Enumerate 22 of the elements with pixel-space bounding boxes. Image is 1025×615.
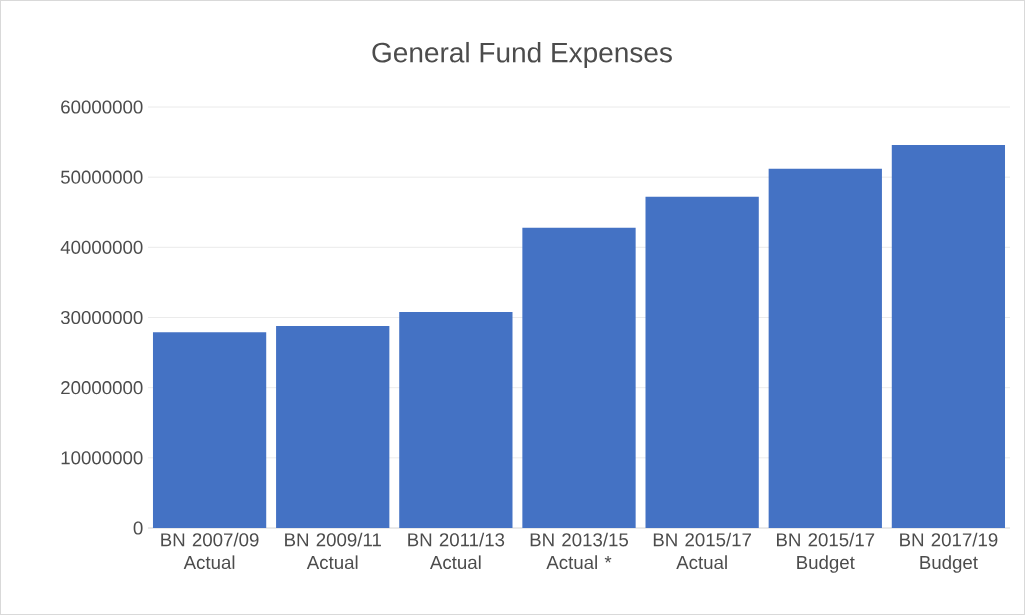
bar	[768, 168, 882, 528]
bar	[891, 144, 1006, 528]
x-tick-label: BN 2009/11 Actual	[285, 532, 381, 570]
y-tick-label: 30000000	[60, 310, 143, 325]
chart-title: General Fund Expenses	[372, 41, 672, 69]
y-tick-label: 0	[133, 521, 143, 535]
x-tick-label: BN 2015/17 Budget	[777, 532, 875, 573]
y-tick-label: 60000000	[61, 100, 143, 114]
x-tick-label: BN 2011/13 Actual	[408, 532, 505, 570]
x-tick-label: BN 2013/15 Actual *	[530, 532, 629, 570]
y-tick-label: 20000000	[61, 381, 143, 395]
y-tick-label: 50000000	[60, 170, 143, 184]
x-tick-label: BN 2015/17 Actual	[653, 532, 752, 570]
y-tick-label: 10000000	[61, 451, 143, 465]
y-tick-label: 40000000	[60, 240, 143, 254]
bar	[645, 196, 759, 528]
bar	[399, 311, 513, 528]
x-tick-label: BN 2007/09 Actual	[161, 532, 259, 570]
bar	[522, 227, 636, 528]
bar	[276, 325, 390, 528]
bar	[152, 332, 267, 528]
x-tick-label: BN 2017/19 Budget	[900, 532, 998, 573]
